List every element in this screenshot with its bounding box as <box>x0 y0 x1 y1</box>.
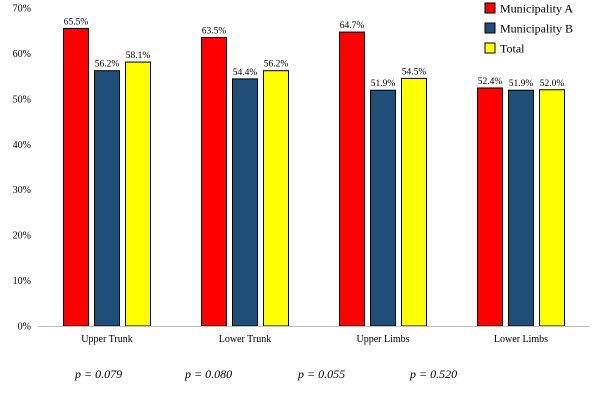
data-label: 51.9% <box>371 79 396 89</box>
legend-label: Municipality B <box>500 22 573 36</box>
data-label: 52.4% <box>478 77 503 87</box>
data-label: 54.5% <box>402 67 427 77</box>
legend-label: Total <box>500 42 525 56</box>
y-tick-label: 60% <box>13 49 31 60</box>
y-axis: 0% 10% 20% 30% 40% 50% 60% 70% <box>13 4 31 333</box>
legend-swatch <box>484 2 496 14</box>
data-label: 63.5% <box>202 27 227 37</box>
p-value-label: p = 0.080 <box>184 367 232 381</box>
bar-1-2 <box>201 37 227 327</box>
y-tick-label: 20% <box>13 231 31 242</box>
bar-2-4 <box>508 89 534 327</box>
p-value-annotations: p = 0.079 p = 0.080 p = 0.055 p = 0.520 <box>74 367 457 381</box>
data-label: 51.9% <box>509 79 534 89</box>
bar-2-2 <box>232 78 258 327</box>
legend-swatch <box>484 42 496 54</box>
data-label: 64.7% <box>340 21 365 31</box>
bar-3-1 <box>125 61 151 327</box>
y-tick-label: 0% <box>18 322 31 333</box>
bar-1-1 <box>63 27 89 327</box>
data-label: 58.1% <box>126 51 151 61</box>
p-value-label: p = 0.520 <box>409 367 457 381</box>
category-label: Lower Limbs <box>494 334 548 345</box>
category-label: Lower Trunk <box>219 334 272 345</box>
y-tick-label: 50% <box>13 94 31 105</box>
bar-3-3 <box>401 77 427 327</box>
legend-swatch <box>484 22 496 34</box>
bar-1-3 <box>339 31 365 327</box>
y-tick-label: 10% <box>13 276 31 287</box>
y-tick-label: 40% <box>13 140 31 151</box>
bar-3-2 <box>263 70 289 327</box>
category-label: Upper Limbs <box>356 334 409 345</box>
p-value-label: p = 0.079 <box>74 367 122 381</box>
bar-1-4 <box>477 87 503 327</box>
x-axis: Upper Trunk Lower Trunk Upper Limbs Lower L… <box>38 326 590 345</box>
data-label: 56.2% <box>264 60 289 70</box>
p-value-label: p = 0.055 <box>297 367 345 381</box>
y-tick-label: 70% <box>13 4 31 15</box>
data-label: 52.0% <box>540 79 565 89</box>
bars: 65.5% 56.2% 58.1% 63.5% 54.4% 56.2% 64.7% 51.9%… <box>63 17 565 327</box>
data-label: 65.5% <box>64 17 89 27</box>
data-label: 56.2% <box>95 60 120 70</box>
bar-3-4 <box>539 89 565 327</box>
data-label: 54.4% <box>233 68 258 78</box>
y-tick-label: 30% <box>13 185 31 196</box>
bar-2-1 <box>94 70 120 327</box>
legend-label: Municipality A <box>500 2 573 16</box>
category-label: Upper Trunk <box>81 334 132 345</box>
bar-2-3 <box>370 89 396 327</box>
legend: Municipality A Municipality B Total <box>484 2 573 56</box>
